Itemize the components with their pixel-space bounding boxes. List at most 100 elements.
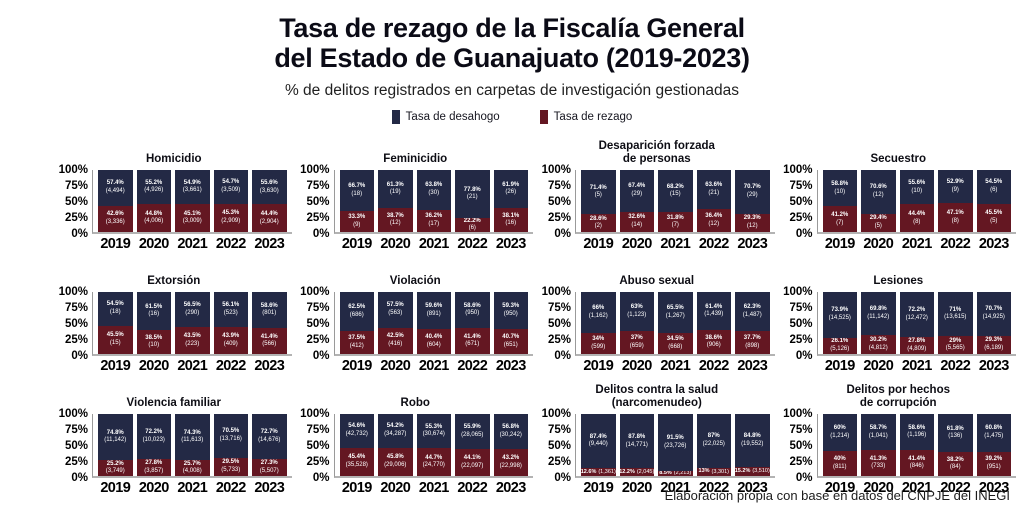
desahogo-segment: 71.4% (5) bbox=[581, 170, 616, 215]
y-axis: 100% 75% 50% 25% 0% bbox=[298, 408, 334, 484]
rezago-segment: 45.1% (3,009) bbox=[175, 204, 210, 232]
pct-label: 58.6% bbox=[908, 424, 926, 431]
count-label: (5) bbox=[594, 192, 602, 199]
y-tick-label: 50% bbox=[547, 440, 571, 452]
subplot-title-line: Delitos contra la salud bbox=[595, 383, 719, 396]
y-tick-label: 25% bbox=[306, 334, 330, 346]
desahogo-segment: 60.8% (1,475) bbox=[976, 414, 1011, 452]
subplot-body: 100% 75% 50% 25% 0% 57.4% (4,494) 42.6% (3,336) 5… bbox=[56, 164, 292, 240]
subplot-violencia-familiar: Violencia familiar 100% 75% 50% 25% 0% 74.8% (1… bbox=[56, 385, 292, 496]
subplot-title-line: Extorsión bbox=[147, 275, 201, 288]
pct-label: 74.8% bbox=[106, 429, 124, 436]
rezago-segment: 38.1% (16) bbox=[493, 208, 528, 232]
count-label: (599) bbox=[591, 343, 606, 350]
year-label: 2021 bbox=[177, 236, 208, 252]
count-label: (2,045) bbox=[636, 468, 654, 475]
pct-label: 28.6% bbox=[589, 215, 607, 222]
rezago-segment: 27.8% (4,809) bbox=[899, 336, 934, 354]
pct-label: 45.3% bbox=[222, 210, 240, 217]
y-axis: 100% 75% 50% 25% 0% bbox=[298, 164, 334, 240]
rezago-segment: 34% (599) bbox=[581, 332, 616, 354]
count-label: (651) bbox=[503, 341, 518, 348]
desahogo-segment: 55.2% (4,926) bbox=[136, 170, 171, 205]
desahogo-segment: 72.2% (12,472) bbox=[899, 292, 934, 337]
y-tick-label: 50% bbox=[64, 318, 88, 330]
x-axis: 2019 2020 2021 2022 2023 bbox=[93, 358, 292, 374]
y-tick-label: 0% bbox=[71, 228, 88, 240]
y-tick-label: 25% bbox=[64, 212, 88, 224]
count-label: (1,214) bbox=[830, 432, 850, 439]
rezago-segment: 29.5% (5,733) bbox=[213, 457, 248, 476]
plot-area: 66% (1,162) 34% (599) 63% (1,123) 37% (659) 65.5… bbox=[575, 292, 775, 356]
count-label: (136) bbox=[948, 433, 963, 440]
pct-label: 61.5% bbox=[145, 303, 163, 310]
pct-label: 61.3% bbox=[386, 181, 404, 188]
stacked-bar-2021: 59.6% (891) 40.4% (604) bbox=[416, 292, 451, 354]
pct-label: 65.5% bbox=[666, 304, 684, 311]
rezago-segment: 41.3% (733) bbox=[861, 450, 896, 476]
y-tick-label: 0% bbox=[554, 228, 571, 240]
year-label: 2022 bbox=[457, 236, 488, 252]
desahogo-segment: 55.6% (3,630) bbox=[252, 170, 287, 205]
pct-label: 54.5% bbox=[106, 301, 124, 308]
count-label: (4,008) bbox=[182, 468, 202, 475]
desahogo-segment: 54.5% (6) bbox=[976, 170, 1011, 204]
y-tick-label: 25% bbox=[306, 212, 330, 224]
desahogo-segment: 73.9% (14,525) bbox=[822, 292, 857, 338]
year-label: 2020 bbox=[863, 480, 894, 496]
subplot-feminicidio: Feminicidio 100% 75% 50% 25% 0% 66.7% (18) 33.3%… bbox=[298, 141, 533, 252]
subplot-narcomenudeo: Delitos contra la salud (narcomenudeo) 100… bbox=[539, 383, 775, 496]
subplot-title: Violación bbox=[298, 263, 534, 292]
stacked-bar-2019: 54.6% (42,732) 45.4% (35,528) bbox=[339, 414, 374, 476]
pct-label: 13% bbox=[698, 468, 710, 475]
stacked-bar-2023: 60.8% (1,475) 39.2% (951) bbox=[976, 414, 1011, 476]
rezago-segment: 26.1% (5,126) bbox=[822, 337, 857, 354]
rezago-segment: 37.5% (412) bbox=[339, 330, 374, 354]
y-axis: 100% 75% 50% 25% 0% bbox=[539, 164, 575, 240]
pct-label: 40% bbox=[833, 456, 846, 463]
rezago-segment: 43.9% (409) bbox=[213, 326, 248, 354]
rezago-segment: 12.6% (1,361) bbox=[581, 468, 616, 476]
count-label: (659) bbox=[629, 342, 644, 349]
count-label: (34,287) bbox=[384, 431, 407, 438]
desahogo-segment: 52.9% (9) bbox=[938, 170, 973, 203]
y-tick-label: 100% bbox=[300, 164, 330, 176]
count-label: (9) bbox=[353, 221, 361, 228]
pct-label: 25.2% bbox=[106, 460, 124, 467]
pct-label: 52.9% bbox=[946, 178, 964, 185]
year-label: 2021 bbox=[660, 358, 691, 374]
pct-label: 87% bbox=[707, 433, 720, 440]
count-label: (3,661) bbox=[182, 187, 202, 194]
y-axis: 100% 75% 50% 25% 0% bbox=[539, 286, 575, 362]
stacked-bar-2022: 55.9% (28,065) 44.1% (22,097) bbox=[455, 414, 490, 476]
year-label: 2020 bbox=[138, 480, 169, 496]
y-tick-label: 100% bbox=[300, 286, 330, 298]
year-label: 2020 bbox=[621, 358, 652, 374]
y-axis: 100% 75% 50% 25% 0% bbox=[298, 286, 334, 362]
subplot-title-line: Secuestro bbox=[870, 153, 927, 166]
pct-label: 37.7% bbox=[743, 334, 761, 341]
pct-label: 63.6% bbox=[705, 182, 723, 189]
page-title-line-1: Tasa de rezago de la Fiscalía General bbox=[279, 13, 745, 43]
desahogo-segment: 70.6% (12) bbox=[861, 170, 896, 214]
rezago-segment: 39.2% (951) bbox=[976, 451, 1011, 476]
pct-label: 41.4% bbox=[260, 333, 278, 340]
desahogo-segment: 56.1% (523) bbox=[213, 292, 248, 327]
stacked-bar-2023: 84.8% (19,552) 15.2% (3,510) bbox=[735, 414, 770, 476]
count-label: (604) bbox=[426, 341, 441, 348]
desahogo-segment: 61.5% (16) bbox=[136, 292, 171, 331]
stacked-bar-2023: 70.7% (14,925) 29.3% (6,189) bbox=[976, 292, 1011, 354]
pct-label: 77.8% bbox=[463, 186, 481, 193]
stacked-bar-2022: 61.8% (136) 38.2% (84) bbox=[938, 414, 973, 476]
desahogo-segment: 57.5% (563) bbox=[378, 292, 413, 328]
pct-label: 29% bbox=[949, 337, 962, 344]
year-label: 2019 bbox=[100, 480, 131, 496]
year-label: 2021 bbox=[177, 358, 208, 374]
y-tick-label: 50% bbox=[789, 196, 813, 208]
count-label: (2,213) bbox=[673, 470, 692, 476]
plot-area: 66.7% (18) 33.3% (9) 61.3% (19) 38.7% (12) 63.8%… bbox=[333, 170, 533, 234]
pct-label: 12.2% bbox=[619, 468, 635, 475]
pct-label: 15.2% bbox=[735, 467, 751, 474]
subplot-robo: Robo 100% 75% 50% 25% 0% 54.6% (42,732) 45.4% (35… bbox=[298, 385, 533, 496]
subplot-title-line: de personas bbox=[622, 153, 691, 166]
